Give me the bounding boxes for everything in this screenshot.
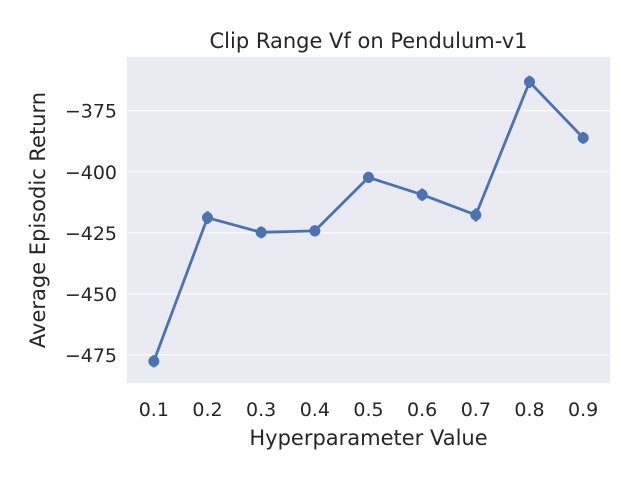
gridlines	[127, 110, 610, 356]
data-point	[309, 225, 321, 237]
y-tick-label: −400	[65, 162, 117, 184]
y-tick-label: −425	[65, 223, 117, 245]
data-point	[202, 212, 213, 224]
data-point	[524, 76, 535, 88]
x-axis-label: Hyperparameter Value	[249, 426, 487, 450]
chart-title: Clip Range Vf on Pendulum-v1	[209, 29, 527, 53]
y-axis-label: Average Episodic Return	[26, 92, 50, 348]
data-point	[363, 171, 374, 183]
series-group	[148, 75, 589, 368]
x-tick-label: 0.2	[192, 399, 222, 421]
data-point	[470, 209, 482, 221]
data-point	[416, 189, 428, 201]
x-tick-label: 0.9	[568, 399, 598, 421]
x-tick-label: 0.1	[139, 399, 169, 421]
x-tick-label: 0.3	[246, 399, 276, 421]
data-point	[255, 226, 267, 238]
data-point	[148, 355, 160, 367]
x-tick-label: 0.6	[407, 399, 437, 421]
y-tick-labels: −475 −450 −425 −400 −375	[65, 101, 117, 367]
plot-area	[127, 57, 610, 383]
x-tick-label: 0.4	[300, 399, 330, 421]
data-point	[577, 132, 589, 144]
y-tick-label: −375	[65, 101, 117, 123]
x-tick-label: 0.5	[353, 399, 383, 421]
x-tick-label: 0.7	[461, 399, 491, 421]
x-tick-label: 0.8	[514, 399, 544, 421]
y-tick-label: −475	[65, 345, 117, 367]
y-tick-label: −450	[65, 284, 117, 306]
x-tick-labels: 0.1 0.2 0.3 0.4 0.5 0.6 0.7 0.8 0.9	[139, 399, 599, 421]
